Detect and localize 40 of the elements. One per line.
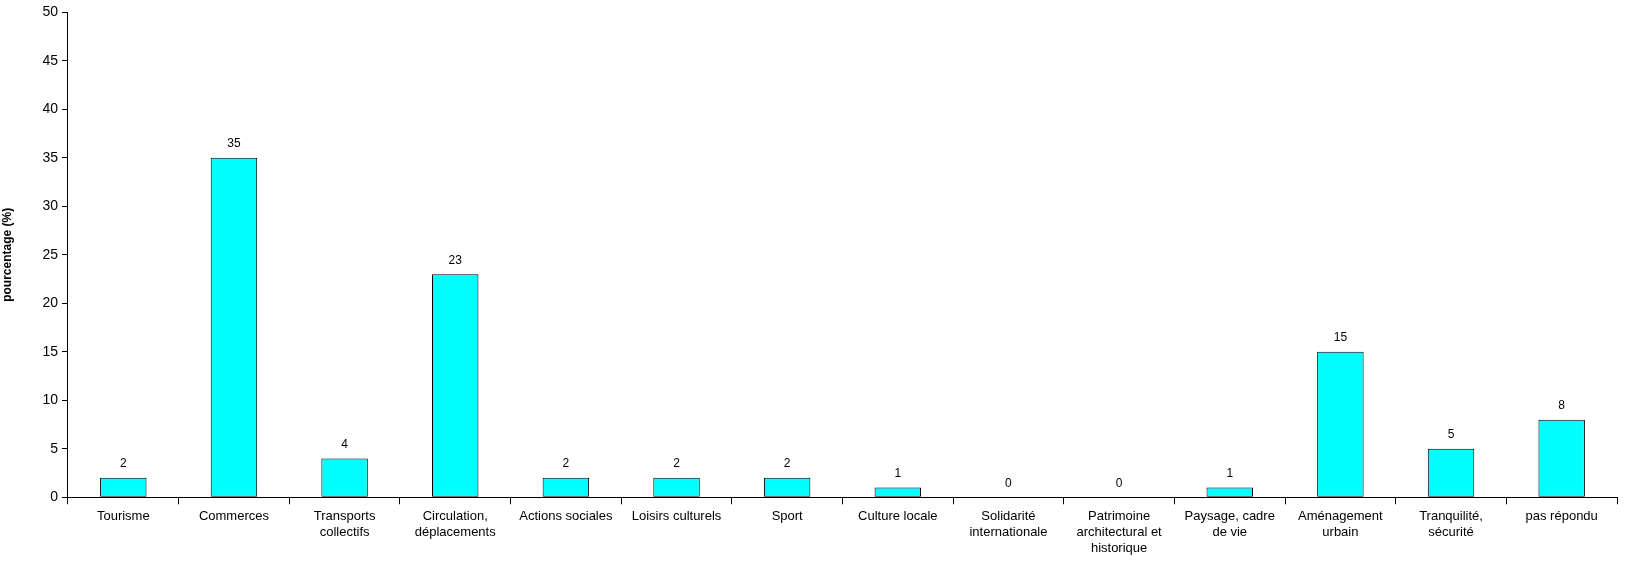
data-label: 0	[1005, 475, 1013, 490]
data-label: 4	[341, 436, 349, 451]
data-label: 35	[227, 136, 241, 151]
x-tick-label: Sport	[771, 507, 804, 523]
y-tick-label: 10	[42, 391, 59, 408]
data-label: 2	[562, 456, 570, 471]
x-tick-label: Circulation, déplacements	[414, 507, 497, 540]
x-tick-label: Paysage, cadre de vie	[1184, 507, 1275, 540]
data-label: 2	[673, 456, 681, 471]
data-label: 2	[119, 456, 127, 471]
y-tick-label: 20	[42, 294, 59, 311]
y-axis-title: pourcentage (%)	[0, 207, 14, 302]
x-tick-label: Tourisme	[96, 507, 150, 523]
y-tick-label: 5	[50, 439, 59, 456]
data-label: 8	[1558, 397, 1566, 412]
x-tick-label: Commerces	[198, 507, 270, 523]
x-tick-label: Loisirs culturels	[631, 507, 722, 523]
y-tick-label: 45	[42, 51, 59, 68]
x-tick-label: Aménagement urbain	[1298, 507, 1384, 540]
y-tick-label: 30	[42, 197, 59, 214]
data-label: 15	[1333, 330, 1348, 345]
x-tick-label: pas répondu	[1525, 507, 1598, 523]
x-tick-label: Tranquilité, sécurité	[1419, 507, 1483, 540]
y-tick-label: 25	[42, 245, 59, 262]
y-tick-label: 40	[42, 100, 59, 117]
y-tick-label: 50	[42, 3, 59, 20]
x-tick-label: Transports collectifs	[313, 507, 376, 540]
data-label: 2	[783, 456, 791, 471]
x-tick-label: Culture locale	[858, 507, 938, 523]
x-tick-label: Actions sociales	[519, 507, 613, 523]
data-label: 1	[894, 465, 902, 480]
y-tick-label: 15	[42, 342, 59, 359]
data-label: 0	[1115, 475, 1123, 490]
y-tick-label: 0	[50, 488, 59, 505]
data-label: 1	[1226, 465, 1234, 480]
data-label: 23	[448, 252, 463, 267]
x-tick-label: Patrimoine architectural et historique	[1076, 507, 1163, 556]
data-label: 5	[1447, 427, 1455, 442]
x-tick-label: Solidarité internationale	[969, 507, 1048, 540]
y-tick-label: 35	[42, 148, 59, 165]
